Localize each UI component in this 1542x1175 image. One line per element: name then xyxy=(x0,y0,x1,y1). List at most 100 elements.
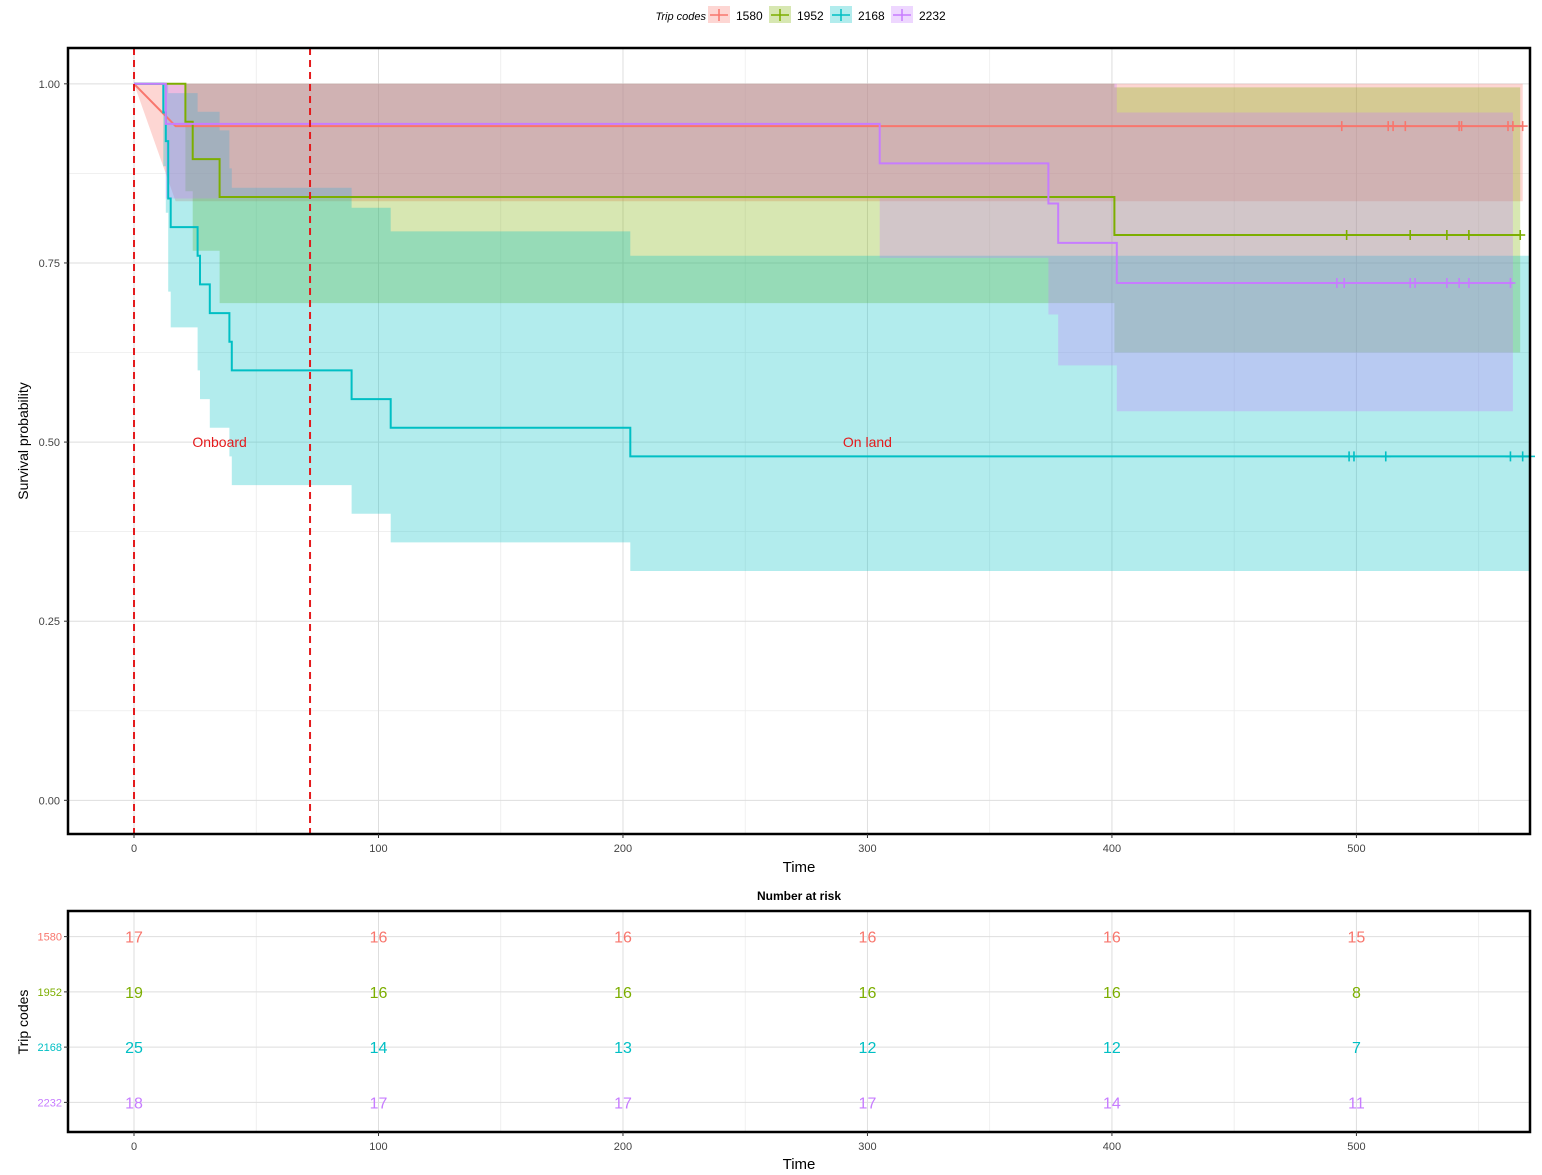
annotation-1: On land xyxy=(843,434,892,450)
legend-title: Trip codes xyxy=(655,11,706,23)
risk-cell-2168-100: 14 xyxy=(370,1040,388,1057)
censor-mark-1580-8 xyxy=(1517,121,1528,132)
censor-mark-1580-7 xyxy=(1507,121,1518,132)
x-tick-label-4: 400 xyxy=(1103,843,1121,855)
risk-cell-1580-400: 16 xyxy=(1103,930,1121,947)
y-tick-label-4: 1.00 xyxy=(39,79,60,91)
risk-table-frame xyxy=(66,909,1532,1134)
y-tick-label-0: 0.00 xyxy=(39,795,60,807)
annotations: Onboard On land xyxy=(192,434,892,450)
legend-label-1952: 1952 xyxy=(797,9,824,23)
risk-table-row-labels: 1580 1952 2168 2232 xyxy=(38,932,68,1109)
risk-cell-2232-500: 11 xyxy=(1348,1095,1365,1112)
x-tick-label-1: 100 xyxy=(369,843,387,855)
risk-cell-2232-100: 17 xyxy=(370,1095,388,1112)
risk-row-label-2232: 2232 xyxy=(38,1097,62,1109)
censor-mark-1580-5 xyxy=(1456,121,1467,132)
survival-curve-1580 xyxy=(133,83,1523,128)
risk-row-label-2168: 2168 xyxy=(38,1042,62,1054)
reference-lines xyxy=(133,48,312,834)
risk-cell-2168-0: 25 xyxy=(125,1040,143,1057)
survival-plot: Onboard On land 0.00 0.25 0.50 0.75 1.00 0 100… xyxy=(15,46,1535,876)
risk-row-label-1580: 1580 xyxy=(38,932,62,944)
y-tick-label-3: 0.75 xyxy=(39,258,60,270)
survival-curves xyxy=(133,82,1530,458)
risk-cell-2232-300: 17 xyxy=(859,1095,877,1112)
risk-cell-2168-200: 13 xyxy=(614,1040,632,1057)
survival-curve-2232 xyxy=(134,82,1513,284)
risk-row-label-1952: 1952 xyxy=(38,987,62,999)
legend-item-1952: 1952 xyxy=(769,6,824,23)
risk-cell-1580-0: 17 xyxy=(125,930,143,947)
risk-table-grid xyxy=(68,911,1530,1132)
censor-mark-1952-3 xyxy=(1463,230,1474,241)
risk-cell-1952-500: 8 xyxy=(1352,985,1361,1002)
risk-cell-2168-500: 7 xyxy=(1352,1040,1361,1057)
censor-mark-1952-2 xyxy=(1441,230,1452,241)
confidence-band-2232 xyxy=(134,83,1513,412)
censor-mark-2168-1 xyxy=(1348,451,1359,462)
censor-mark-2232-7 xyxy=(1505,278,1516,289)
risk-table-y-label: Trip codes xyxy=(15,990,31,1055)
censor-mark-1952-4 xyxy=(1515,230,1526,241)
censor-mark-1952-1 xyxy=(1405,230,1416,241)
risk-x-tick-label-5: 500 xyxy=(1347,1141,1365,1153)
censor-mark-2232-6 xyxy=(1463,278,1474,289)
annotation-0: Onboard xyxy=(192,434,246,450)
risk-table-title: Number at risk xyxy=(757,889,841,903)
legend-items: 1580 1952 2168 2232 xyxy=(708,6,946,23)
legend-label-2232: 2232 xyxy=(919,9,946,23)
x-axis-label: Time xyxy=(783,859,816,876)
censor-mark-2232-5 xyxy=(1454,278,1465,289)
risk-cell-2168-400: 12 xyxy=(1103,1040,1121,1057)
y-axis-label: Survival probability xyxy=(15,382,31,500)
survival-plot-frame xyxy=(66,46,1532,836)
censor-mark-2232-1 xyxy=(1339,278,1350,289)
risk-cell-1580-200: 16 xyxy=(614,930,632,947)
risk-x-tick-label-1: 100 xyxy=(369,1141,387,1153)
survival-grid xyxy=(68,48,1530,834)
censor-mark-1580-0 xyxy=(1336,121,1347,132)
legend-item-2232: 2232 xyxy=(891,6,946,23)
confidence-bands xyxy=(134,83,1530,572)
y-tick-label-1: 0.25 xyxy=(39,616,60,628)
legend: Trip codes 1580 1952 2168 2232 xyxy=(655,6,946,23)
x-tick-label-3: 300 xyxy=(858,843,876,855)
x-tick-label-0: 0 xyxy=(131,843,137,855)
censor-mark-2168-3 xyxy=(1505,451,1516,462)
risk-cell-2232-200: 17 xyxy=(614,1095,632,1112)
x-tick-label-5: 500 xyxy=(1347,843,1365,855)
censor-mark-2232-4 xyxy=(1441,278,1452,289)
risk-cell-1952-300: 16 xyxy=(859,985,877,1002)
confidence-band-1952 xyxy=(134,83,1521,353)
censor-mark-2168-2 xyxy=(1380,451,1391,462)
survival-curve-2168 xyxy=(134,82,1530,458)
censor-mark-1580-3 xyxy=(1400,121,1411,132)
censor-mark-2232-3 xyxy=(1410,278,1421,289)
risk-table-x-ticks: 0 100 200 300 400 500 xyxy=(131,1132,1366,1153)
y-tick-label-2: 0.50 xyxy=(39,437,60,449)
y-axis-ticks: 0.00 0.25 0.50 0.75 1.00 xyxy=(39,79,68,807)
risk-cell-1952-200: 16 xyxy=(614,985,632,1002)
legend-label-2168: 2168 xyxy=(858,9,885,23)
risk-x-tick-label-0: 0 xyxy=(131,1141,137,1153)
risk-cell-1580-100: 16 xyxy=(370,930,388,947)
x-tick-label-2: 200 xyxy=(614,843,632,855)
risk-cell-2168-300: 12 xyxy=(859,1040,877,1057)
legend-item-1580: 1580 xyxy=(708,6,763,23)
risk-cell-2232-400: 14 xyxy=(1103,1095,1121,1112)
survival-curve-1952 xyxy=(134,82,1521,236)
risk-table-x-label: Time xyxy=(783,1156,816,1173)
risk-cell-1952-100: 16 xyxy=(370,985,388,1002)
risk-cell-1952-400: 16 xyxy=(1103,985,1121,1002)
risk-table-cells: 17 16 16 16 16 15 19 16 16 16 16 8 25 14 13 12 12 7 18 17 17… xyxy=(125,930,1365,1113)
x-axis-ticks: 0 100 200 300 400 500 xyxy=(131,834,1366,855)
legend-label-1580: 1580 xyxy=(736,9,763,23)
censor-mark-1580-2 xyxy=(1388,121,1399,132)
risk-cell-2232-0: 18 xyxy=(125,1095,143,1112)
risk-x-tick-label-4: 400 xyxy=(1103,1141,1121,1153)
confidence-band-1580 xyxy=(134,83,1523,202)
censor-mark-1952-0 xyxy=(1341,230,1352,241)
risk-table: Number at risk 17 16 16 16 16 15 19 16 16 16 16 8 25… xyxy=(15,889,1532,1173)
